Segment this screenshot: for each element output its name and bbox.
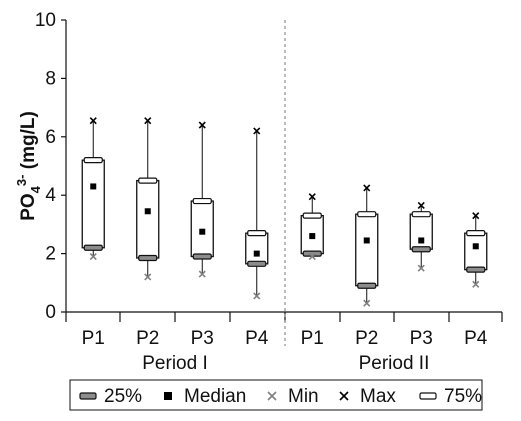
q75-marker-p1-p1: [83, 157, 103, 164]
legend-label-median: Median: [184, 386, 246, 407]
max-marker-p2-p2: [363, 184, 371, 192]
y-tick-label-6: 6: [45, 127, 56, 148]
y-tick-label-8: 8: [45, 68, 56, 89]
legend-frame: [69, 379, 483, 411]
legend-swatch-q75: [419, 392, 437, 400]
legend-item-median: Median: [164, 386, 246, 407]
q75-marker-p2-p4: [466, 230, 486, 237]
q25-marker-p2-p3: [411, 246, 431, 253]
period-label-1: Period I: [142, 353, 207, 374]
q75-marker-p2-p2: [357, 211, 377, 218]
max-marker-p1-p3: [198, 121, 206, 129]
min-marker-p1-p1: [89, 252, 97, 261]
y-axis-label-unit: (mg/L): [18, 111, 39, 174]
q75-marker-p2-p1: [302, 212, 322, 219]
median-marker-p2-p1: [309, 233, 316, 240]
max-marker-p1-p1: [89, 117, 97, 125]
y-tick-label-0: 0: [45, 302, 56, 323]
x-axis: [65, 311, 503, 322]
legend-label-min: Min: [288, 386, 319, 407]
box-p1-p3: [190, 121, 214, 278]
y-tick-label-4: 4: [45, 185, 56, 206]
q25-marker-p1-p1: [83, 244, 103, 251]
category-label-p2-p3: P3: [410, 328, 433, 349]
legend-swatch-min: [267, 391, 277, 401]
category-label-p2-p4: P4: [464, 328, 488, 349]
median-marker-p2-p3: [418, 237, 425, 244]
y-axis-label-main: PO: [18, 193, 39, 220]
q75-marker-p2-p3: [411, 211, 431, 218]
legend-item-min: Min: [267, 386, 319, 407]
min-marker-p1-p4: [253, 292, 261, 300]
q75-marker-p1-p3: [192, 197, 212, 205]
median-marker-p1-p1: [90, 183, 97, 190]
category-label-p2-p1: P1: [301, 328, 324, 349]
max-marker-p2-p1: [308, 193, 316, 201]
legend-item-q75: 75%: [419, 386, 482, 407]
box-p2-p1: [300, 193, 324, 261]
y-axis-label-subscript: 4: [28, 185, 43, 193]
y-tick-label-2: 2: [45, 244, 56, 265]
box-body-p2-p3: [409, 213, 433, 250]
y-axis: 0 2 4 6 8 10: [35, 10, 67, 323]
box-p2-p4: [464, 212, 488, 288]
box-p1-p4: [245, 127, 269, 300]
box-body-p1-p1: [81, 159, 105, 249]
box-body-p1-p2: [136, 179, 160, 259]
legend-swatch-max: [339, 391, 349, 401]
q75-marker-p1-p4: [247, 230, 267, 237]
y-axis-label-superscript: 3-: [14, 175, 29, 187]
max-marker-p1-p4: [253, 127, 261, 135]
q75-marker-p1-p2: [138, 177, 158, 184]
q25-marker-p2-p1: [302, 250, 322, 257]
box-p1-p2: [136, 117, 160, 281]
box-p2-p3: [409, 201, 433, 272]
min-marker-p2-p2: [363, 299, 371, 307]
category-label-p1-p4: P4: [245, 328, 269, 349]
legend: 25% Median Min Max 75%: [69, 379, 483, 411]
legend-swatch-median: [164, 392, 172, 400]
box-p1-p1: [81, 117, 105, 261]
category-label-p1-p2: P2: [136, 328, 159, 349]
q25-marker-p1-p3: [192, 253, 212, 260]
q25-marker-p1-p2: [138, 254, 158, 262]
legend-item-max: Max: [339, 386, 396, 407]
legend-label-q75: 75%: [444, 386, 482, 407]
median-marker-p2-p4: [472, 243, 479, 250]
q25-marker-p1-p4: [247, 260, 267, 267]
min-marker-p1-p2: [144, 273, 152, 281]
legend-label-q25: 25%: [104, 386, 142, 407]
box-body-p2-p4: [464, 232, 488, 271]
category-label-p1-p1: P1: [82, 328, 105, 349]
min-marker-p2-p1: [308, 252, 316, 261]
min-marker-p2-p4: [472, 280, 480, 288]
y-tick-label-10: 10: [35, 10, 56, 31]
box-p2-p2: [355, 184, 379, 307]
min-marker-p2-p3: [417, 264, 425, 272]
period-label-2: Period II: [359, 353, 430, 374]
q25-marker-p2-p4: [466, 266, 486, 273]
legend-item-q25: 25%: [79, 386, 142, 407]
median-marker-p1-p4: [253, 250, 260, 257]
box-body-p2-p2: [355, 213, 379, 287]
max-marker-p1-p2: [144, 117, 152, 125]
min-marker-p1-p3: [198, 270, 206, 278]
legend-label-max: Max: [360, 386, 396, 407]
max-marker-p2-p3: [417, 201, 425, 209]
category-label-p1-p3: P3: [191, 328, 214, 349]
box-body-p1-p4: [245, 232, 269, 265]
category-label-p2-p2: P2: [355, 328, 378, 349]
q25-marker-p2-p2: [357, 282, 377, 289]
median-marker-p1-p3: [199, 228, 206, 235]
median-marker-p1-p2: [144, 208, 151, 215]
max-marker-p2-p4: [472, 212, 480, 220]
median-marker-p2-p2: [363, 237, 370, 244]
y-axis-label: PO43- (mg/L): [14, 111, 43, 221]
legend-swatch-q25: [79, 392, 97, 400]
